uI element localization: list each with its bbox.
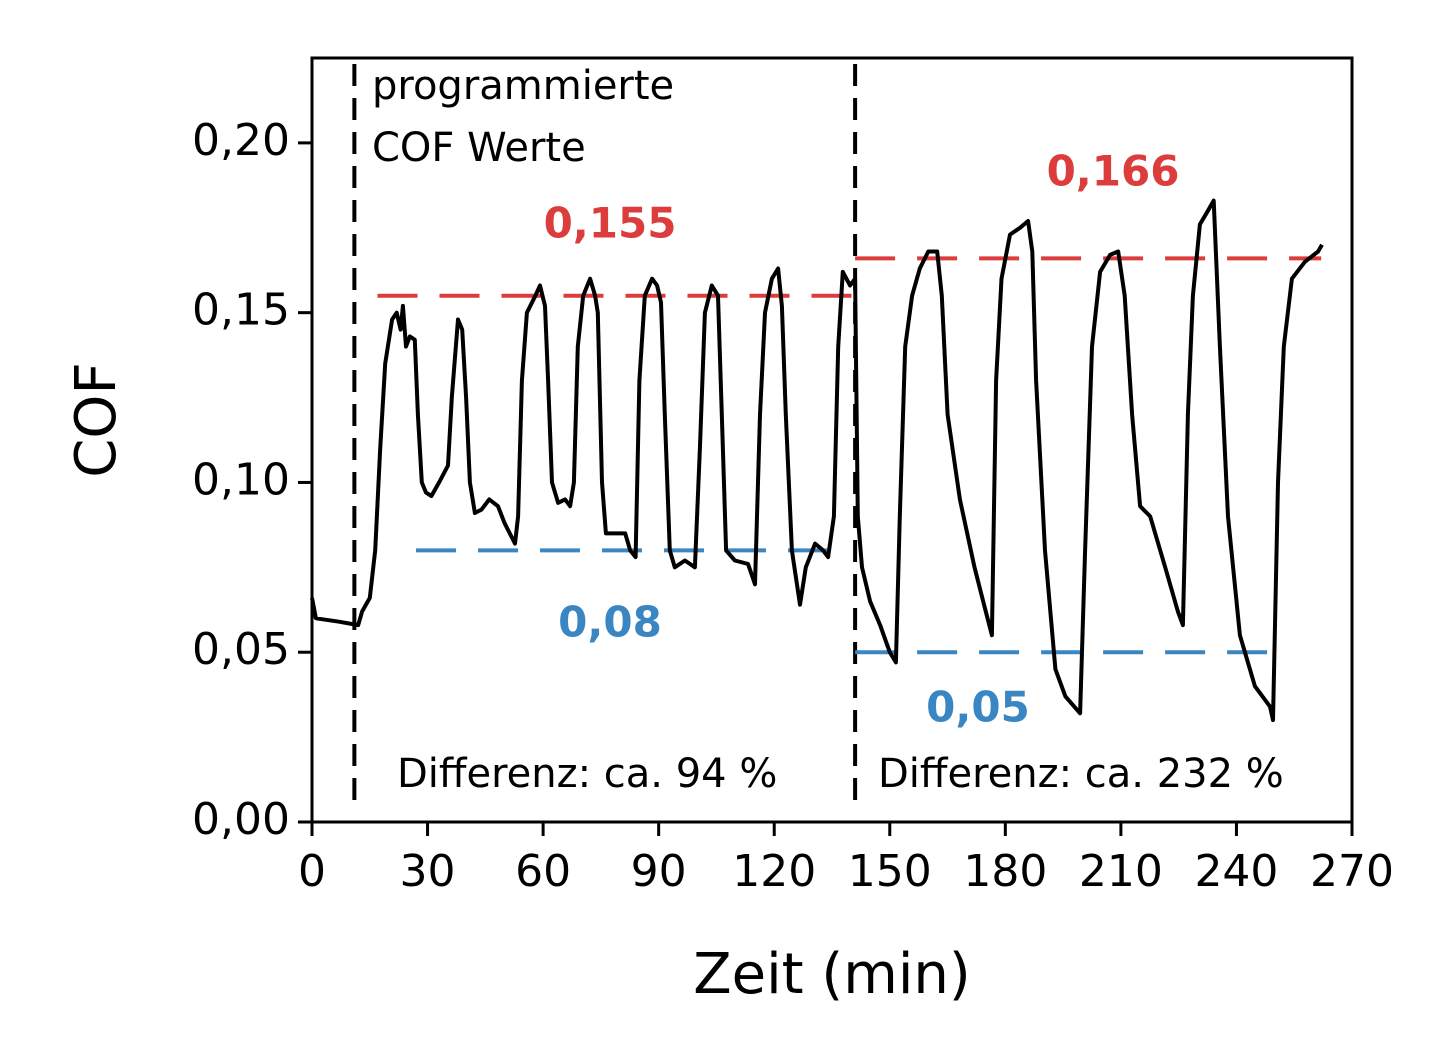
x-tick-label: 90 bbox=[631, 846, 687, 897]
y-tick-label: 0,15 bbox=[192, 285, 290, 336]
y-tick-label: 0,20 bbox=[192, 115, 290, 166]
reference-label: 0,155 bbox=[544, 199, 677, 248]
y-tick-label: 0,10 bbox=[192, 454, 290, 505]
x-tick-label: 0 bbox=[298, 846, 326, 897]
x-tick-label: 210 bbox=[1079, 846, 1163, 897]
annotation: Differenz: ca. 232 % bbox=[878, 751, 1284, 797]
x-tick-label: 150 bbox=[848, 846, 932, 897]
plot-frame bbox=[310, 56, 1354, 824]
x-tick-label: 180 bbox=[963, 846, 1047, 897]
annotation: Differenz: ca. 94 % bbox=[397, 751, 777, 797]
y-tick-label: 0,00 bbox=[192, 794, 290, 845]
x-tick-label: 240 bbox=[1194, 846, 1278, 897]
reference-label: 0,166 bbox=[1047, 147, 1180, 196]
x-tick-label: 60 bbox=[515, 846, 571, 897]
annotation: programmierte bbox=[372, 63, 674, 109]
annotation: COF Werte bbox=[372, 125, 586, 171]
y-tick-label: 0,05 bbox=[192, 624, 290, 675]
x-tick-label: 120 bbox=[732, 846, 816, 897]
x-tick-label: 270 bbox=[1310, 846, 1394, 897]
x-tick-label: 30 bbox=[400, 846, 456, 897]
reference-label: 0,08 bbox=[558, 598, 662, 647]
x-axis-label: Zeit (min) bbox=[693, 942, 970, 1007]
reference-label: 0,05 bbox=[926, 683, 1030, 732]
y-axis-label: COF bbox=[64, 362, 129, 477]
data-line bbox=[310, 198, 1324, 723]
